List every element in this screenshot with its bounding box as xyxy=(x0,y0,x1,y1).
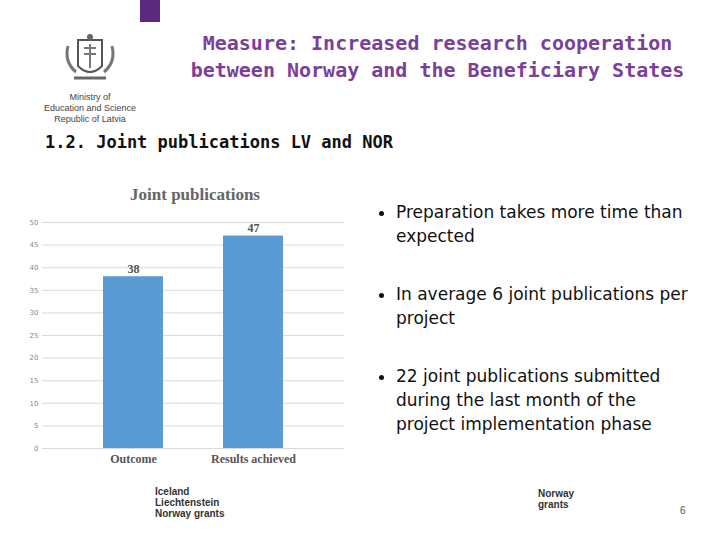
html-text:6: 6 xyxy=(680,505,686,516)
html-text:Education and Science: Education and Science xyxy=(44,103,136,113)
html-text:Ministry of: Ministry of xyxy=(69,92,111,102)
svg-text:40: 40 xyxy=(30,264,39,272)
html-text:In average 6 joint publication: In average 6 joint publications per proj… xyxy=(396,284,688,328)
svg-text:30: 30 xyxy=(30,309,39,317)
svg-text:35: 35 xyxy=(30,287,39,295)
html-text:Norway: Norway xyxy=(538,488,575,499)
html-text:Iceland: Iceland xyxy=(155,486,190,497)
html-text:Norway grants: Norway grants xyxy=(155,508,225,519)
svg-text:Results achieved: Results achieved xyxy=(211,452,296,466)
svg-text:10: 10 xyxy=(30,400,39,408)
html-text:grants: grants xyxy=(538,499,569,510)
html-text:Liechtenstein: Liechtenstein xyxy=(155,497,220,508)
html-text:22 joint publications submitte: 22 joint publications submitted during t… xyxy=(396,366,661,434)
html-text:between Norway and the Benefic: between Norway and the Beneficiary State… xyxy=(190,58,685,82)
html-text:Measure: Increased research co: Measure: Increased research cooperation xyxy=(202,31,673,55)
html-text:Joint publications: Joint publications xyxy=(130,185,260,204)
svg-text:15: 15 xyxy=(30,377,39,385)
svg-text:0: 0 xyxy=(34,445,38,453)
svg-text:50: 50 xyxy=(30,219,39,227)
html-text:1.2. Joint publications LV and: 1.2. Joint publications LV and NOR xyxy=(45,132,393,152)
svg-text:5: 5 xyxy=(34,422,38,430)
svg-text:Outcome: Outcome xyxy=(110,452,157,466)
html-text:Republic of Latvia: Republic of Latvia xyxy=(54,114,126,124)
html-text:Preparation takes more time th: Preparation takes more time than expecte… xyxy=(396,202,683,246)
svg-text:25: 25 xyxy=(30,332,39,340)
svg-text:45: 45 xyxy=(30,241,39,249)
svg-text:38: 38 xyxy=(128,262,140,276)
svg-text:20: 20 xyxy=(30,354,39,362)
svg-text:47: 47 xyxy=(248,221,260,235)
